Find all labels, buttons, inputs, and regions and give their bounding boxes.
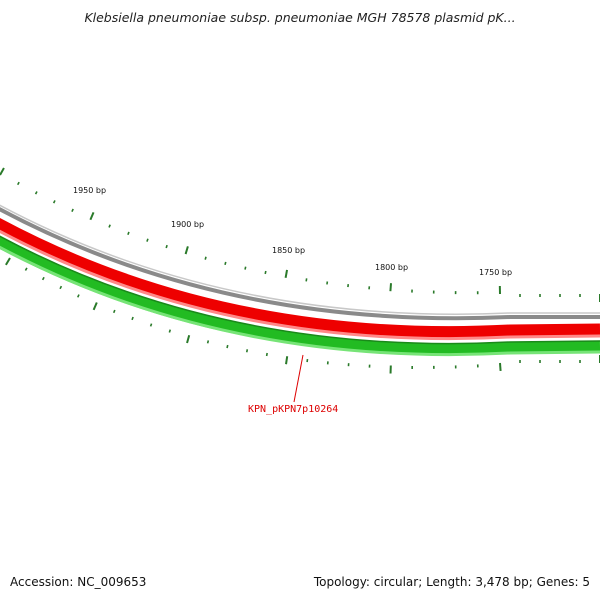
minor-tick <box>108 224 111 228</box>
gene-arc-green-edge <box>0 235 600 345</box>
minor-tick <box>204 256 207 260</box>
accession-text: Accession: NC_009653 <box>10 575 147 589</box>
minor-tick <box>149 323 153 327</box>
minor-tick <box>34 191 38 195</box>
minor-tick <box>265 352 268 357</box>
minor-tick <box>245 349 249 353</box>
map-title: Klebsiella pneumoniae subsp. pneumoniae … <box>84 10 516 25</box>
gene-arc-green <box>0 235 600 356</box>
minor-tick <box>112 309 116 314</box>
gene-arc-green-highlight <box>0 245 600 357</box>
minor-tick <box>41 276 45 281</box>
backbone-ring <box>0 207 600 321</box>
minor-tick <box>59 285 63 290</box>
gene-label[interactable]: KPN_pKPN7p10264 <box>248 404 338 415</box>
gene-arc-red <box>0 217 600 340</box>
outer-tick-ring <box>0 167 600 302</box>
major-tick <box>0 167 5 176</box>
major-tick <box>499 362 502 372</box>
inner-tick-ring <box>5 257 600 374</box>
tick-label-1950: 1950 bp <box>73 186 106 195</box>
tick-label-1750: 1750 bp <box>479 268 512 277</box>
major-tick <box>5 257 11 266</box>
minor-tick <box>244 266 247 270</box>
major-tick <box>284 269 289 279</box>
minor-tick <box>52 200 56 204</box>
tick-label-1900: 1900 bp <box>171 220 204 229</box>
major-tick <box>389 283 392 292</box>
tick-label-1800: 1800 bp <box>375 263 408 272</box>
minor-tick <box>77 294 80 298</box>
minor-tick <box>131 316 134 321</box>
major-tick <box>184 246 189 255</box>
summary-text: Topology: circular; Length: 3,478 bp; Ge… <box>313 575 590 589</box>
minor-tick <box>168 329 172 333</box>
minor-tick <box>226 344 229 349</box>
minor-tick <box>224 261 227 266</box>
minor-tick <box>165 244 168 249</box>
major-tick <box>186 335 191 344</box>
minor-tick <box>146 238 149 242</box>
tick-label-1850: 1850 bp <box>272 246 305 255</box>
gene-arc-red-highlight <box>0 229 600 341</box>
gene-label-leader <box>293 354 304 403</box>
minor-tick <box>24 267 28 271</box>
backbone-ring-highlight <box>0 204 600 315</box>
minor-tick <box>71 208 74 212</box>
major-tick <box>285 356 289 365</box>
major-tick <box>89 212 95 221</box>
major-tick <box>92 302 98 311</box>
minor-tick <box>16 181 20 186</box>
minor-tick <box>127 231 130 236</box>
minor-tick <box>264 270 267 275</box>
minor-tick <box>206 340 210 344</box>
